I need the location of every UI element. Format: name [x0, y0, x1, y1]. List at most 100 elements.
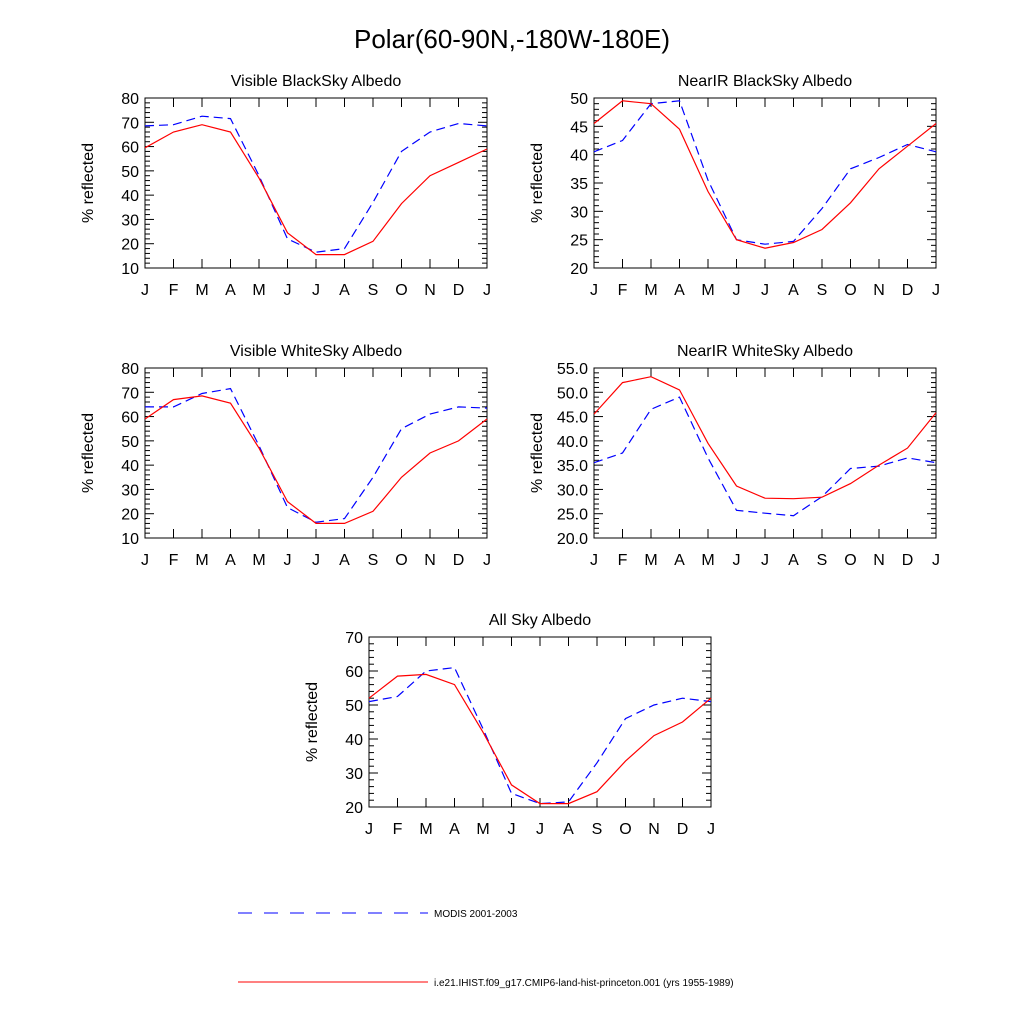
x-tick-label: J — [483, 552, 491, 569]
x-tick-label: N — [873, 552, 885, 569]
y-tick-label: 20.0 — [557, 531, 588, 548]
x-tick-label: J — [932, 552, 940, 569]
x-tick-label: S — [592, 821, 603, 838]
y-tick-label: 40 — [345, 732, 363, 749]
x-tick-label: A — [674, 282, 685, 299]
y-tick-label: 20 — [121, 507, 139, 524]
x-tick-label: J — [733, 282, 741, 299]
series-line-model — [144, 395, 488, 525]
x-tick-label: J — [483, 282, 491, 299]
y-tick-label: 30 — [121, 482, 139, 499]
x-tick-label: O — [395, 552, 407, 569]
x-tick-label: F — [393, 821, 403, 838]
y-ticks: 20.0 25.0 30.0 35.0 40.0 45.0 50.0 55.0 — [557, 361, 936, 548]
x-tick-label: A — [674, 552, 685, 569]
y-tick-label: 60 — [345, 664, 363, 681]
series-line-modis — [368, 666, 712, 805]
plot-frame — [593, 367, 937, 539]
plot-frame — [144, 97, 488, 269]
y-ticks: 20 25 30 35 40 45 50 — [570, 91, 936, 278]
x-tick-label: A — [339, 552, 350, 569]
x-tick-label: A — [449, 821, 460, 838]
panel-title: All Sky Albedo — [489, 612, 591, 629]
x-tick-label: S — [368, 282, 379, 299]
y-ticks: 10 20 30 40 50 60 70 80 — [121, 361, 487, 548]
series-line-modis — [145, 387, 488, 523]
x-tick-label: J — [932, 282, 940, 299]
x-tick-label: J — [508, 821, 516, 838]
panel-title: Visible BlackSky Albedo — [231, 73, 402, 90]
x-tick-label: J — [284, 552, 292, 569]
y-tick-label: 20 — [345, 800, 363, 817]
x-tick-label: N — [873, 282, 885, 299]
x-tick-label: M — [419, 821, 432, 838]
x-tick-label: J — [141, 552, 149, 569]
y-axis-label: % reflected — [529, 143, 546, 223]
x-tick-label: J — [761, 282, 769, 299]
legend-label-2: i.e21.IHIST.f09_g17.CMIP6-land-hist-prin… — [434, 978, 734, 989]
x-tick-label: N — [648, 821, 660, 838]
y-tick-label: 40 — [570, 148, 588, 165]
main-title: Polar(60-90N,-180W-180E) — [354, 24, 670, 54]
y-tick-label: 30 — [121, 212, 139, 229]
x-tick-label: S — [817, 552, 828, 569]
y-tick-label: 70 — [345, 630, 363, 647]
y-axis-label: % reflected — [529, 413, 546, 493]
x-tick-label: J — [590, 282, 598, 299]
x-tick-label: M — [644, 282, 657, 299]
x-tick-label: M — [476, 821, 489, 838]
x-tick-label: N — [424, 552, 436, 569]
x-tick-label: J — [733, 552, 741, 569]
y-ticks: 20 30 40 50 60 70 — [345, 630, 711, 817]
panel-title: NearIR BlackSky Albedo — [678, 73, 852, 90]
y-tick-label: 60 — [121, 410, 139, 427]
x-tick-label: A — [788, 552, 799, 569]
x-tick-label: M — [701, 282, 714, 299]
y-tick-label: 50.0 — [557, 385, 588, 402]
y-tick-label: 55.0 — [557, 361, 588, 378]
x-tick-label: J — [761, 552, 769, 569]
plot-frame — [368, 636, 712, 808]
x-tick-label: A — [339, 282, 350, 299]
series-line-modis — [593, 396, 937, 517]
y-tick-label: 60 — [121, 140, 139, 157]
x-tick-label: A — [563, 821, 574, 838]
y-axis-label: % reflected — [80, 143, 97, 223]
x-tick-label: D — [453, 552, 465, 569]
x-tick-label: J — [536, 821, 544, 838]
y-tick-label: 30 — [570, 204, 588, 221]
y-tick-label: 20 — [570, 261, 588, 278]
y-tick-label: 50 — [121, 164, 139, 181]
y-tick-label: 20 — [121, 237, 139, 254]
x-tick-label: M — [701, 552, 714, 569]
x-tick-label: M — [644, 552, 657, 569]
panel-title: Visible WhiteSky Albedo — [230, 343, 402, 360]
x-tick-label: S — [817, 282, 828, 299]
y-tick-label: 40 — [121, 188, 139, 205]
plot-frame — [593, 97, 937, 269]
x-tick-label: J — [312, 552, 320, 569]
y-tick-label: 50 — [570, 91, 588, 108]
x-tick-label: D — [902, 282, 914, 299]
x-tick-label: A — [788, 282, 799, 299]
x-tick-label: F — [618, 552, 628, 569]
y-ticks: 10 20 30 40 50 60 70 80 — [121, 91, 487, 278]
y-tick-label: 30.0 — [557, 482, 588, 499]
x-tick-label: J — [284, 282, 292, 299]
x-tick-label: F — [169, 552, 179, 569]
series-line-model — [593, 100, 937, 249]
y-tick-label: 30 — [345, 766, 363, 783]
x-tick-label: M — [252, 552, 265, 569]
legend: MODIS 2001-2003 i.e21.IHIST.f09_g17.CMIP6… — [238, 909, 734, 989]
y-axis-label: % reflected — [304, 682, 321, 762]
x-tick-label: J — [707, 821, 715, 838]
